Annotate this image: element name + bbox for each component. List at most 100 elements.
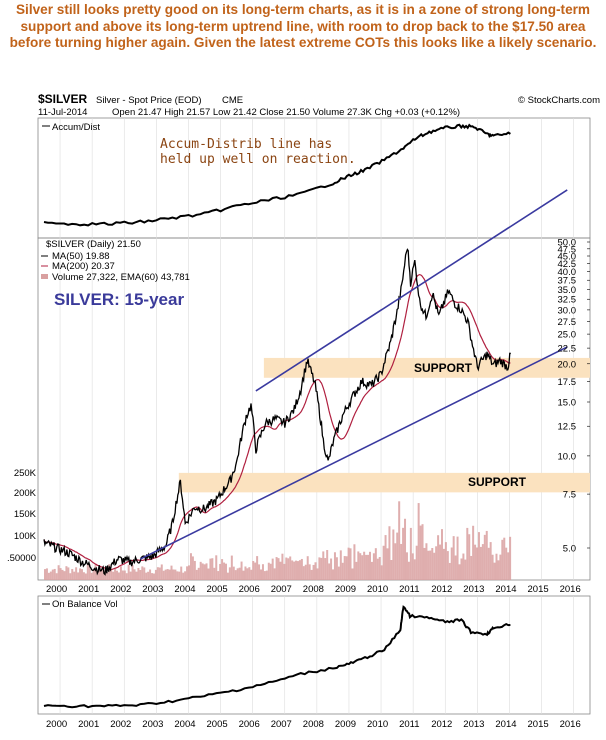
support-upper-label: SUPPORT [414, 361, 473, 375]
volume-bar [310, 569, 313, 580]
volume-bar [374, 548, 377, 580]
volume-bar [207, 568, 210, 580]
volume-bar [388, 526, 391, 580]
price-tick-label: 7.5 [563, 490, 576, 501]
price-legend: $SILVER (Daily) 21.50 MA(50) 19.88 MA(20… [41, 239, 190, 283]
accum-annotation-line1: Accum-Distrib line has [160, 137, 332, 152]
volume-bar [92, 569, 95, 580]
price-tick-label: 42.5 [558, 259, 577, 270]
volume-bar [73, 571, 76, 580]
volume-bar [372, 553, 375, 580]
volume-bar [265, 570, 268, 580]
volume-bar [419, 525, 422, 580]
volume-bar [94, 564, 97, 580]
volume-bar [409, 527, 412, 580]
volume-bar [481, 544, 484, 580]
volume-bar [63, 571, 66, 580]
volume-bar [110, 569, 113, 580]
x-tick-label: 2003 [142, 584, 163, 595]
price-tick-label: 17.5 [558, 377, 577, 388]
volume-bar [452, 536, 455, 580]
volume-bar [232, 566, 235, 580]
volume-bar [195, 569, 198, 580]
volume-bar [127, 564, 130, 580]
volume-bar [425, 543, 428, 580]
volume-bar [464, 559, 467, 580]
volume-axis-ticks: 250K 200K 150K 100K .50000 [7, 468, 37, 564]
volume-bar [166, 569, 169, 580]
volume-bar [55, 573, 58, 580]
volume-bar [178, 571, 181, 580]
support-bands [178, 357, 590, 493]
volume-bar [51, 569, 54, 580]
instrument-name: Silver - Spot Price (EOD) [96, 95, 202, 106]
volume-bar [152, 573, 155, 580]
volume-bar [400, 543, 403, 580]
x-tick-label: 2015 [528, 584, 549, 595]
volume-bar [184, 571, 187, 580]
volume-bar [79, 568, 82, 580]
volume-bar [300, 558, 303, 580]
volume-bar [468, 534, 471, 580]
volume-bar [205, 563, 208, 580]
volume-bar [302, 566, 305, 580]
symbol-label: $SILVER [38, 92, 87, 106]
volume-bar [96, 572, 99, 580]
volume-bar [404, 518, 407, 580]
volume-bar [390, 559, 393, 580]
accum-panel-frame [37, 117, 591, 239]
volume-bar [133, 569, 136, 580]
volume-bar [244, 566, 247, 580]
volume-bar [380, 565, 383, 580]
volume-bar [193, 560, 196, 580]
volume-bar [261, 564, 264, 580]
obv-panel-frame [37, 595, 591, 715]
volume-bar [158, 567, 161, 580]
volume-bar [429, 550, 432, 580]
volume-bar [191, 556, 194, 580]
volume-bar [287, 558, 290, 580]
volume-bar [357, 551, 360, 580]
volume-bar [197, 567, 200, 580]
volume-bar [117, 572, 120, 580]
volume-bar [503, 537, 506, 580]
volume-bar [121, 570, 124, 580]
volume-bar [363, 551, 366, 580]
volume-bar [345, 556, 348, 580]
volume-bar [370, 561, 373, 580]
price-line [43, 248, 511, 576]
price-axis-ticks: 50.047.545.042.540.037.535.032.530.027.5… [558, 238, 590, 555]
volume-bar [201, 563, 204, 580]
volume-bar [499, 554, 502, 580]
volume-bar [275, 557, 278, 580]
volume-bar [466, 527, 469, 580]
volume-bar [507, 552, 510, 580]
volume-bar [71, 569, 74, 580]
volume-bar [347, 547, 350, 580]
volume-bar [174, 569, 177, 580]
volume-bar [176, 571, 179, 580]
volume-bar [296, 561, 299, 580]
volume-tick-label: 250K [14, 468, 37, 479]
volume-bar [188, 565, 191, 580]
price-tick-label: 37.5 [558, 276, 577, 287]
volume-tick-label: 150K [14, 509, 37, 520]
volume-bar [189, 553, 192, 580]
volume-bar [495, 553, 498, 580]
volume-bar [168, 569, 171, 580]
volume-bar [75, 567, 78, 580]
price-tick-label: 35.0 [558, 285, 577, 296]
volume-bar [291, 560, 294, 580]
volume-bar [402, 527, 405, 580]
volume-bar [219, 563, 222, 580]
volume-bar [444, 542, 447, 580]
price-tick-label: 27.5 [558, 317, 577, 328]
volume-bar [472, 525, 475, 580]
volume-bar [413, 559, 416, 580]
volume-bar [267, 562, 270, 580]
ma200-line [43, 273, 511, 571]
volume-bar [421, 524, 424, 580]
volume-bar [332, 569, 335, 580]
volume-bar [423, 547, 426, 580]
x-tick-label: 2007 [271, 584, 292, 595]
